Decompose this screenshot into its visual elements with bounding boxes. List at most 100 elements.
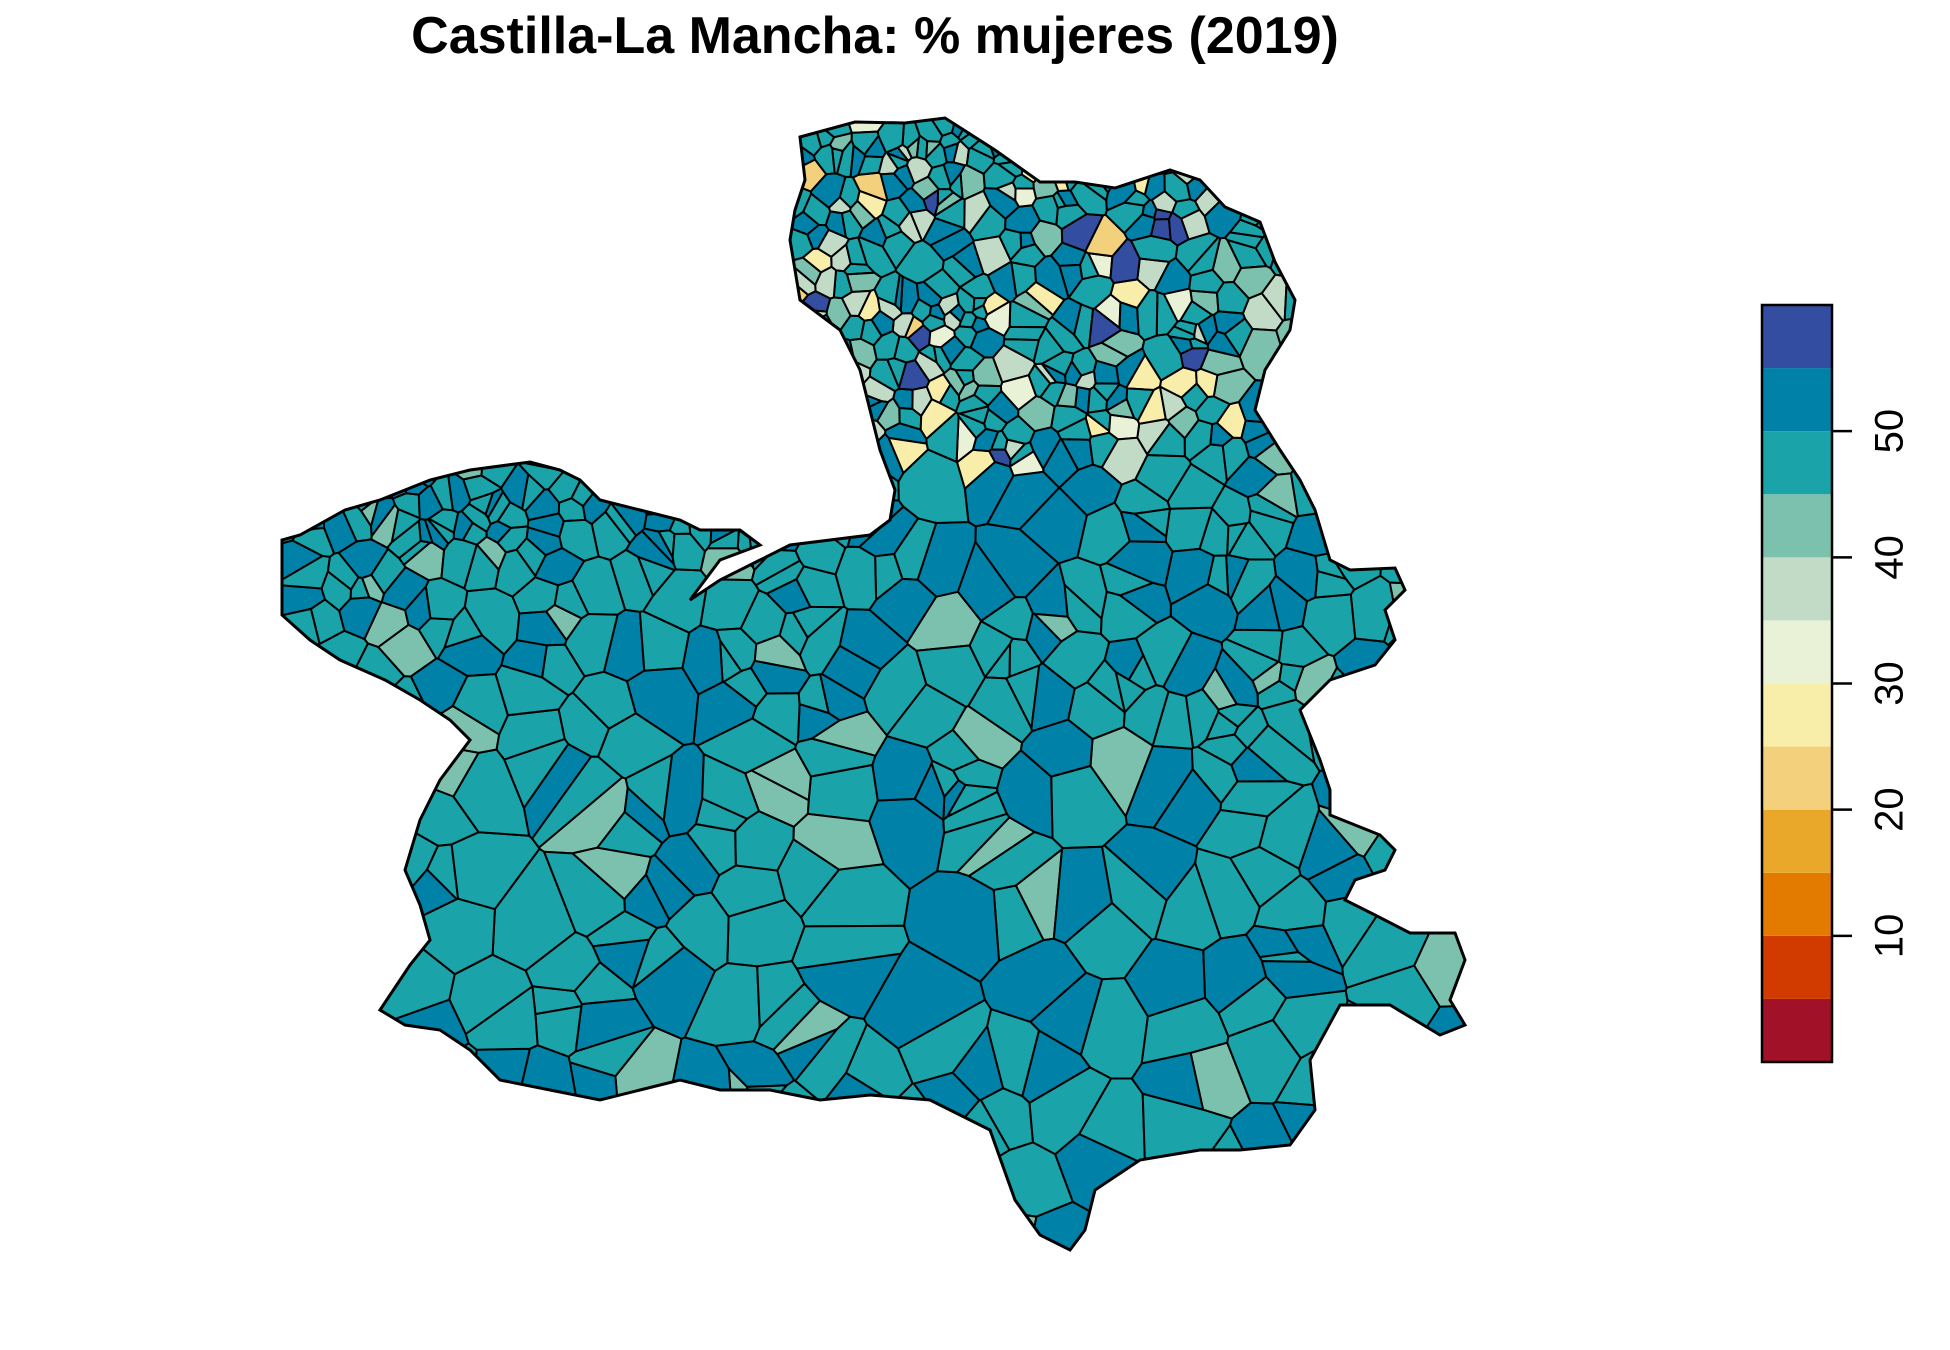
municipality-area (298, 998, 334, 1039)
municipality-area (1400, 146, 1435, 164)
municipality-area (493, 226, 536, 279)
municipality-area (1469, 237, 1616, 258)
municipality-area (534, 546, 586, 587)
municipality-area (518, 185, 563, 235)
municipality-area (1308, 360, 1337, 394)
municipality-area (352, 405, 384, 440)
municipality-area (573, 402, 602, 452)
municipality-area (317, 1100, 378, 1133)
municipality-area (1003, 325, 1047, 342)
municipality-area (625, 666, 700, 747)
municipality-area (366, 194, 411, 224)
municipality-area (282, 487, 304, 581)
municipality-area (1188, 138, 1218, 164)
municipality-area (282, 470, 300, 504)
municipality-area (356, 361, 385, 388)
municipality-area (483, 428, 527, 467)
municipality-area (792, 118, 823, 158)
municipality-area (490, 247, 532, 287)
municipality-area (1379, 376, 1412, 401)
municipality-area (1423, 365, 1448, 396)
municipality-area (1064, 359, 1083, 387)
municipality-area (1177, 1177, 1260, 1215)
municipality-area (340, 334, 363, 369)
municipality-area (1440, 691, 1465, 724)
municipality-area (1119, 510, 1168, 544)
municipality-area (371, 726, 439, 792)
municipality-area (1075, 146, 1107, 173)
municipality-area (1107, 118, 1125, 148)
municipality-area (784, 430, 808, 455)
municipality-area (502, 170, 526, 199)
municipality-area (595, 810, 664, 859)
municipality-area (752, 982, 822, 1051)
municipality-area (333, 867, 409, 934)
municipality-area (587, 243, 625, 282)
municipality-area (1325, 283, 1360, 316)
municipality-area (781, 1194, 895, 1250)
municipality-area (348, 144, 397, 189)
municipality-area (939, 334, 967, 367)
municipality-area (1311, 161, 1331, 189)
municipality-area (641, 478, 684, 501)
municipality-area (669, 291, 709, 337)
municipality-area (1378, 333, 1419, 369)
municipality-area (1445, 594, 1465, 702)
municipality-area (293, 469, 309, 505)
municipality-area (597, 182, 631, 218)
municipality-area (502, 737, 570, 810)
municipality-area (343, 837, 399, 871)
municipality-area (1344, 156, 1359, 181)
municipality-area (1442, 343, 1465, 384)
municipality-area (561, 269, 593, 285)
municipality-area (1278, 152, 1316, 186)
municipality-area (588, 118, 646, 148)
municipality-area (572, 341, 607, 388)
municipality-area (617, 314, 651, 339)
municipality-area (1104, 160, 1131, 180)
municipality-area (879, 172, 909, 202)
municipality-area (569, 1144, 669, 1210)
municipality-area (282, 1133, 340, 1207)
municipality-area (1260, 377, 1313, 404)
municipality-area (299, 180, 345, 223)
municipality-area (819, 672, 869, 722)
municipality-area (832, 439, 860, 478)
municipality-area (372, 139, 415, 200)
municipality-area (1180, 1194, 1234, 1250)
municipality-area (461, 474, 503, 502)
municipality-cells (282, 118, 1616, 1250)
municipality-area (346, 434, 381, 480)
legend-tick-label: 50 (1868, 409, 1912, 454)
municipality-area (282, 407, 295, 452)
municipality-area (936, 1149, 998, 1217)
municipality-area (1416, 372, 1440, 407)
municipality-area (720, 1201, 798, 1250)
municipality-area (282, 118, 315, 126)
municipality-area (282, 683, 327, 769)
municipality-area (742, 360, 760, 390)
municipality-area (1419, 307, 1453, 333)
municipality-area (743, 174, 783, 206)
municipality-area (287, 118, 315, 146)
municipality-area (942, 310, 962, 333)
municipality-area (1000, 414, 1036, 445)
municipality-area (1348, 448, 1382, 475)
municipality-area (845, 236, 869, 266)
municipality-area (773, 484, 815, 529)
municipality-area (282, 345, 322, 369)
municipality-area (1145, 118, 1190, 133)
municipality-area (724, 354, 745, 375)
municipality-area (913, 761, 946, 822)
municipality-area (1341, 312, 1356, 331)
municipality-area (1257, 1178, 1359, 1250)
municipality-area (724, 360, 745, 382)
municipality-area (1406, 768, 1441, 799)
municipality-area (1129, 234, 1179, 263)
municipality-area (369, 1071, 426, 1140)
municipality-area (296, 250, 325, 269)
municipality-area (1217, 133, 1252, 167)
municipality-area (1348, 686, 1387, 760)
municipality-area (467, 397, 490, 433)
legend-swatch (1762, 746, 1832, 810)
